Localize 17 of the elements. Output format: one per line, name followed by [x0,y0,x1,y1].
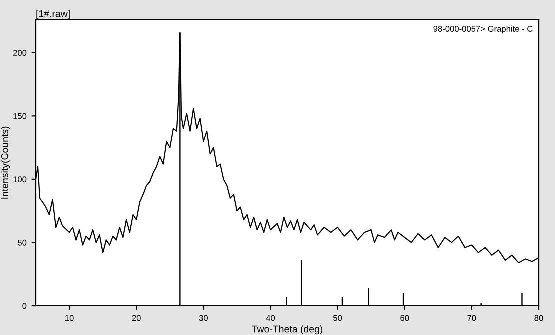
text: 98-000-0057> Graphite - C [434,26,533,34]
x-tick-label: 10 [66,315,74,322]
x-tick-label: 60 [400,315,410,322]
chart-title: [1#.raw] [36,10,70,20]
x-tick-label: 40 [266,315,276,322]
y-tick-label: 100 [14,176,27,183]
y-axis-title: Intensity(Counts) [1,126,10,199]
x-tick-label: 70 [468,315,476,322]
x-tick-label: 50 [334,315,342,322]
y-tick-label: 200 [13,50,27,56]
y-tick-label: 50 [18,240,27,246]
x-axis-title: Two-Theta (deg) [252,326,323,335]
y-tick-label: 0 [22,303,27,310]
x-tick-label: 80 [534,315,544,322]
x-tick-label: 30 [199,315,208,322]
x-tick-label: 20 [132,315,141,322]
y-tick-label: 150 [14,113,27,120]
